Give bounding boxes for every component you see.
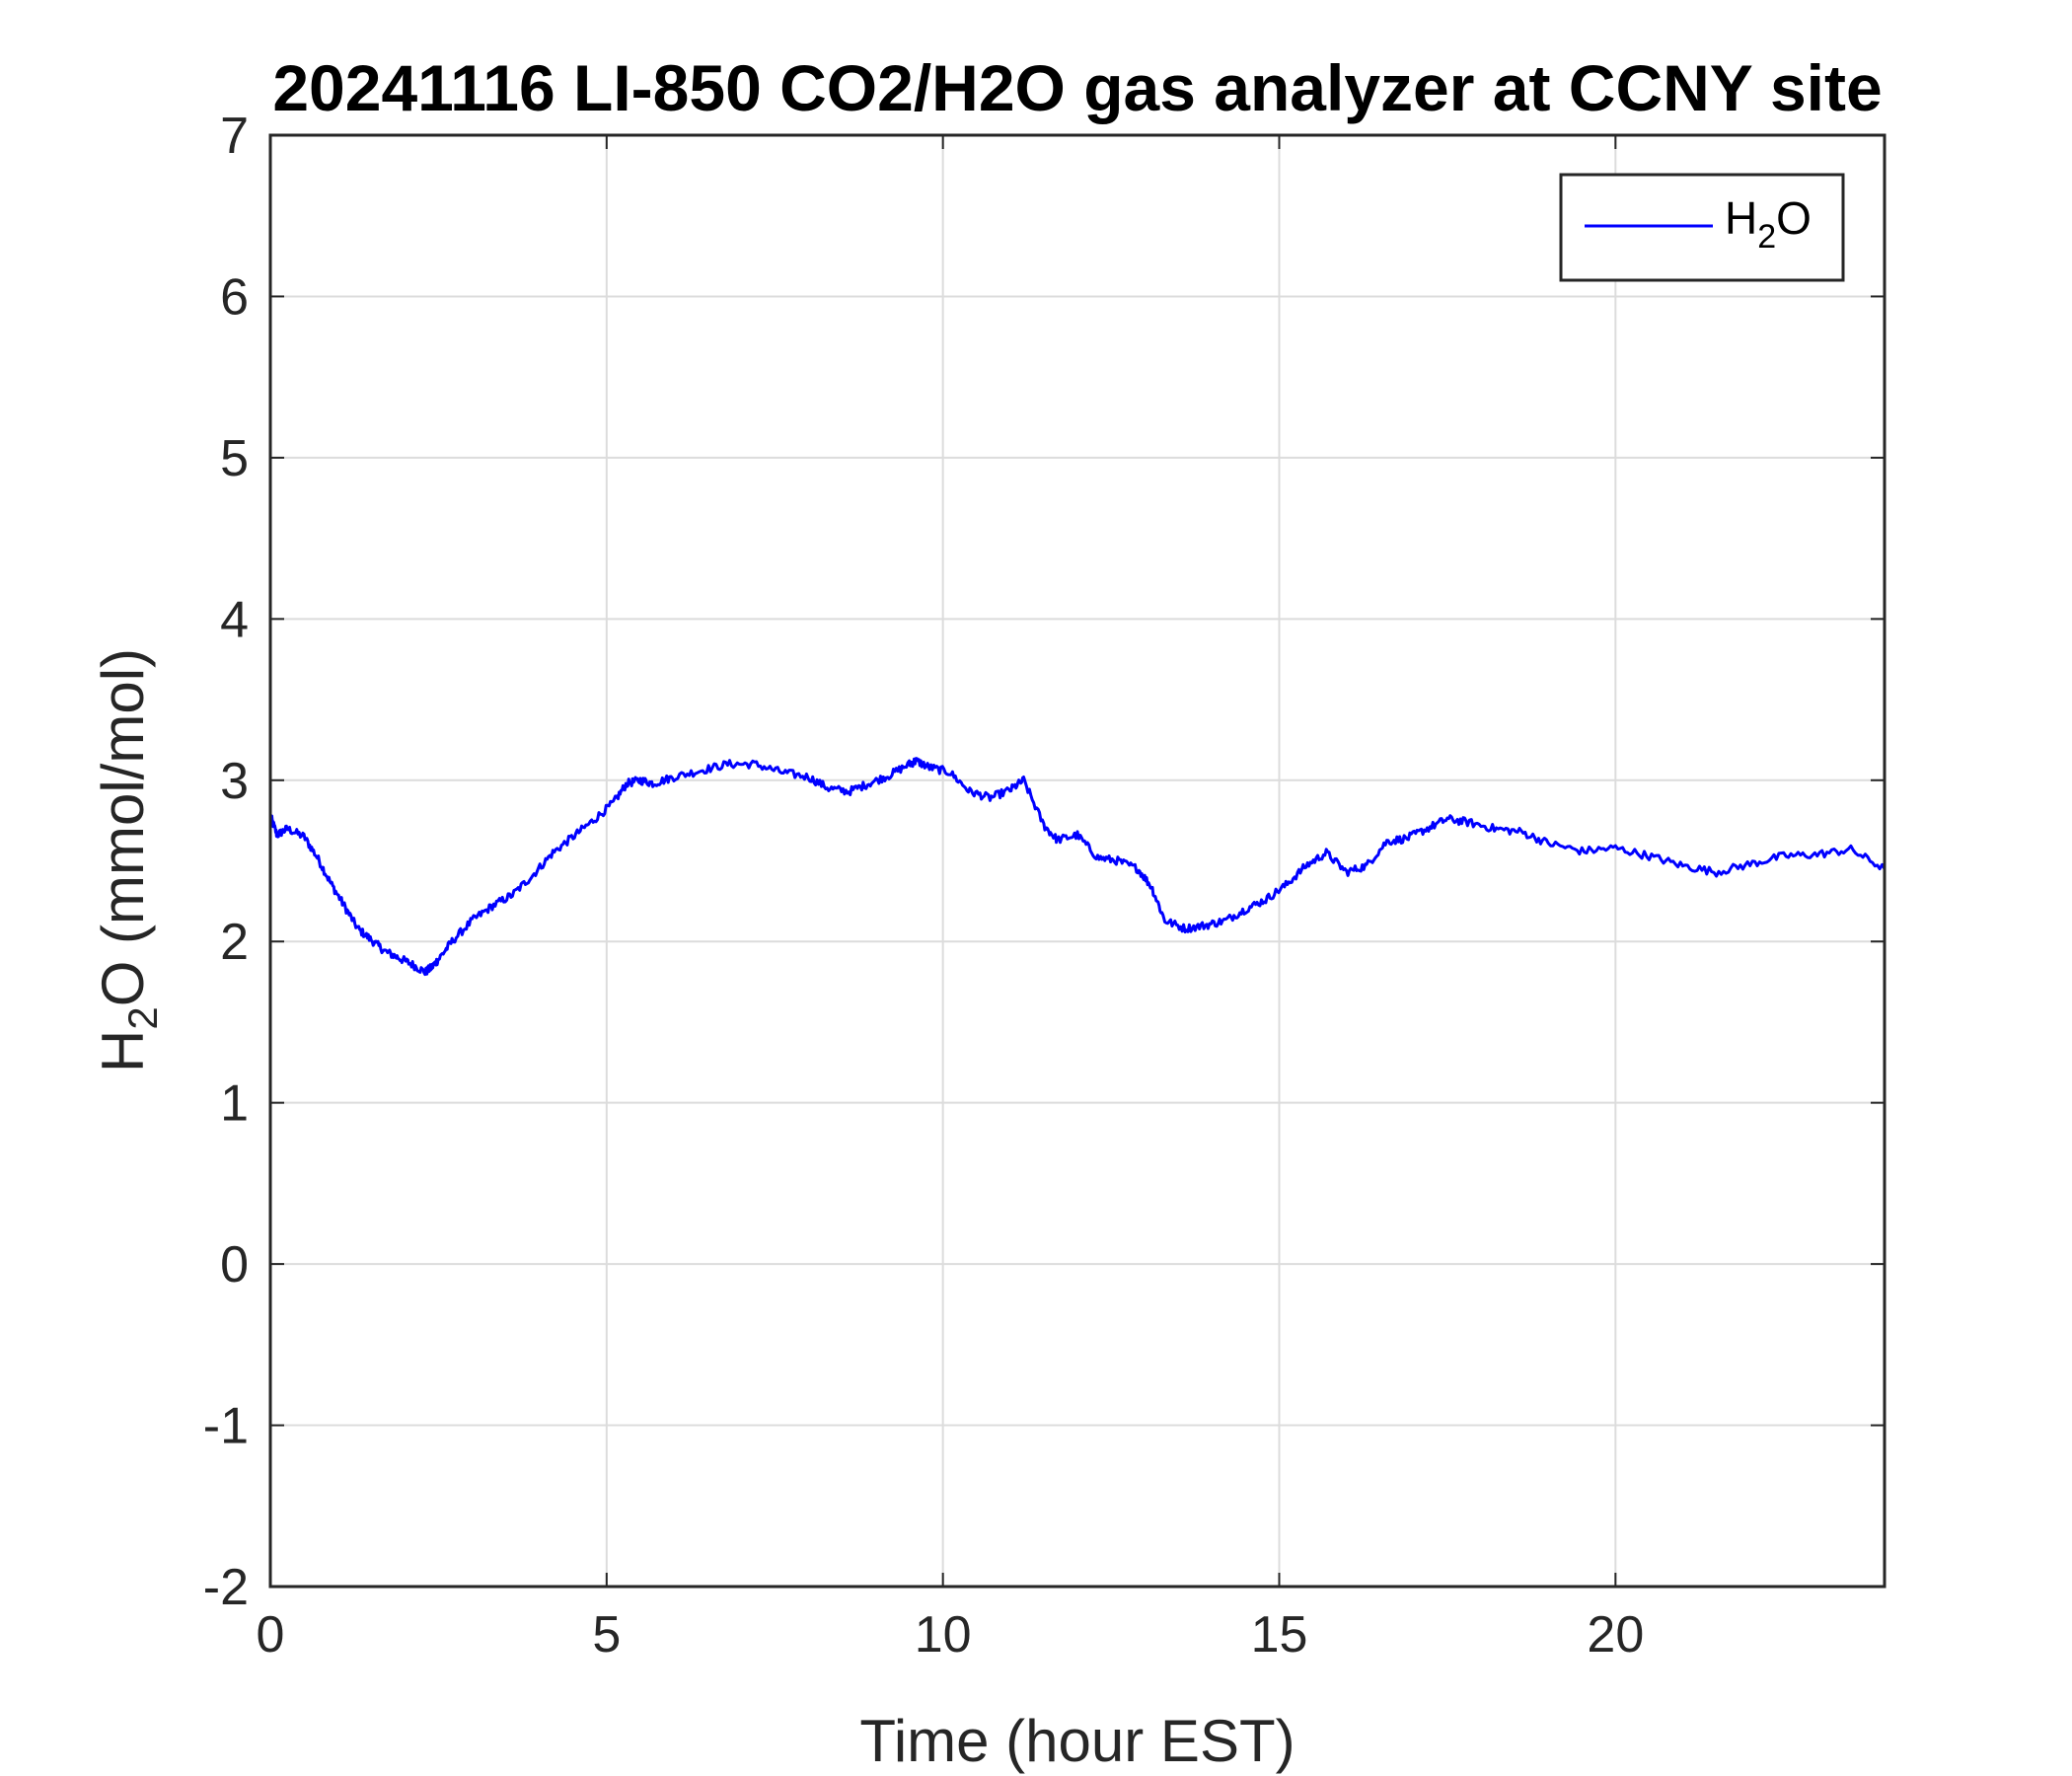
- x-tick-label: 10: [915, 1606, 972, 1664]
- series-layer: [268, 757, 1887, 977]
- plot-area: [270, 135, 1885, 1587]
- x-tick-label: 15: [1251, 1606, 1308, 1664]
- legend: H2O: [1559, 173, 1845, 282]
- y-axis-label-post: O (mmol/mol): [90, 648, 156, 1006]
- grid: [270, 135, 1885, 1587]
- y-tick-label: 4: [220, 591, 249, 648]
- x-tick-label: 20: [1587, 1606, 1644, 1664]
- x-axis-label: Time (hour EST): [859, 1708, 1295, 1774]
- legend-label-sub: 2: [1757, 218, 1776, 256]
- chart-title: 20241116 LI-850 CO2/H2O gas analyzer at …: [272, 51, 1882, 124]
- axis-ticks: 0 5 10 15 20 -2 -1 0 1 2 3 4 5 6 7: [203, 108, 1885, 1664]
- y-tick-label: 1: [220, 1075, 249, 1133]
- y-tick-label: 0: [220, 1236, 249, 1294]
- y-tick-label: 7: [220, 108, 249, 165]
- legend-label-h2o: H2O: [1725, 192, 1812, 256]
- y-tick-label: -1: [203, 1398, 249, 1455]
- legend-label-pre: H: [1725, 192, 1757, 244]
- y-tick-label: 5: [220, 430, 249, 487]
- legend-label-post: O: [1776, 192, 1812, 244]
- y-tick-label: -2: [203, 1559, 249, 1616]
- y-axis-label: H2O (mmol/mol): [90, 648, 166, 1073]
- x-tick-label: 0: [257, 1606, 285, 1664]
- axes-box: [268, 133, 1887, 1589]
- y-axis-label-sub: 2: [119, 1006, 166, 1029]
- y-tick-label: 2: [220, 914, 249, 971]
- series-line-h2o: [268, 757, 1887, 977]
- x-tick-label: 5: [592, 1606, 621, 1664]
- y-axis-label-pre: H: [90, 1030, 156, 1073]
- y-tick-label: 3: [220, 753, 249, 810]
- y-tick-label: 6: [220, 268, 249, 326]
